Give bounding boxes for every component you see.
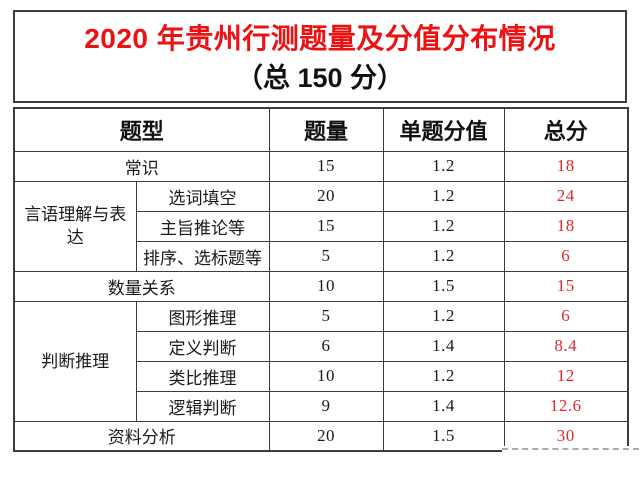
cell-count: 5 — [268, 300, 384, 332]
cell-count: 15 — [268, 210, 384, 242]
cell-per-score: 1.5 — [382, 420, 505, 452]
cell-count: 6 — [268, 330, 384, 362]
cell-total: 15 — [503, 270, 629, 302]
cell-category: 常识 — [13, 150, 270, 182]
header-question-count: 题量 — [268, 107, 384, 152]
table-row: 逻辑判断 9 1.4 12.6 — [14, 390, 629, 422]
cell-count: 20 — [268, 420, 384, 452]
cell-per-score: 1.2 — [382, 180, 505, 212]
cell-count: 5 — [268, 240, 384, 272]
cell-count: 9 — [268, 390, 384, 422]
cell-category: 数量关系 — [13, 270, 270, 302]
dashed-border-artifact — [502, 446, 639, 453]
cell-total: 8.4 — [503, 330, 629, 362]
dashed-line — [502, 448, 639, 450]
cell-subcategory: 定义判断 — [135, 330, 270, 362]
cell-group: 判断推理 — [13, 300, 137, 422]
cell-count: 10 — [268, 270, 384, 302]
table-row: 资料分析 20 1.5 30 — [13, 420, 629, 452]
cell-per-score: 1.2 — [382, 300, 505, 332]
cell-total: 24 — [503, 180, 629, 212]
cell-total: 18 — [503, 150, 629, 182]
header-question-type: 题型 — [13, 107, 270, 152]
cell-category: 资料分析 — [13, 420, 270, 452]
header-per-question-score: 单题分值 — [382, 107, 505, 152]
cell-per-score: 1.2 — [382, 240, 505, 272]
cell-total: 18 — [503, 210, 629, 242]
cell-per-score: 1.2 — [382, 150, 505, 182]
cell-subcategory: 主旨推论等 — [135, 210, 270, 242]
table-row: 判断推理 图形推理 5 1.2 6 — [13, 300, 629, 422]
table-row: 定义判断 6 1.4 8.4 — [14, 330, 629, 362]
cell-subcategory: 逻辑判断 — [135, 390, 270, 422]
cell-per-score: 1.5 — [382, 270, 505, 302]
cell-per-score: 1.2 — [382, 360, 505, 392]
table-row: 数量关系 10 1.5 15 — [13, 270, 629, 302]
cell-total: 12 — [503, 360, 629, 392]
cell-count: 10 — [268, 360, 384, 392]
table-row: 主旨推论等 15 1.2 18 — [14, 210, 629, 242]
cell-subcategory: 选词填空 — [135, 180, 270, 212]
title-line-2: （总 150 分） — [235, 63, 405, 93]
table-row: 常识 15 1.2 18 — [13, 150, 629, 182]
cell-per-score: 1.4 — [382, 330, 505, 362]
cell-count: 15 — [268, 150, 384, 182]
cell-total: 6 — [503, 240, 629, 272]
cell-group: 言语理解与表达 — [13, 180, 137, 272]
page: 2020 年贵州行测题量及分值分布情况 （总 150 分） 题型 题量 单题分值… — [13, 10, 639, 453]
cell-subcategory: 图形推理 — [135, 300, 270, 332]
cell-total: 6 — [503, 300, 629, 332]
cell-per-score: 1.4 — [382, 390, 505, 422]
cell-subcategory: 排序、选标题等 — [135, 240, 270, 272]
cell-count: 20 — [268, 180, 384, 212]
cell-total: 12.6 — [503, 390, 629, 422]
cell-per-score: 1.2 — [382, 210, 505, 242]
score-table: 题型 题量 单题分值 总分 常识 15 1.2 18 言语理解与表达 选词填空 … — [13, 107, 630, 452]
table-row: 言语理解与表达 选词填空 20 1.2 24 — [13, 180, 629, 272]
header-row: 题型 题量 单题分值 总分 — [13, 107, 629, 152]
title-line-1: 2020 年贵州行测题量及分值分布情况 — [84, 23, 556, 54]
table-row: 类比推理 10 1.2 12 — [14, 360, 629, 392]
table-row: 排序、选标题等 5 1.2 6 — [14, 240, 629, 272]
header-total-score: 总分 — [503, 107, 629, 152]
table-title: 2020 年贵州行测题量及分值分布情况 （总 150 分） — [13, 10, 627, 103]
cell-subcategory: 类比推理 — [135, 360, 270, 392]
